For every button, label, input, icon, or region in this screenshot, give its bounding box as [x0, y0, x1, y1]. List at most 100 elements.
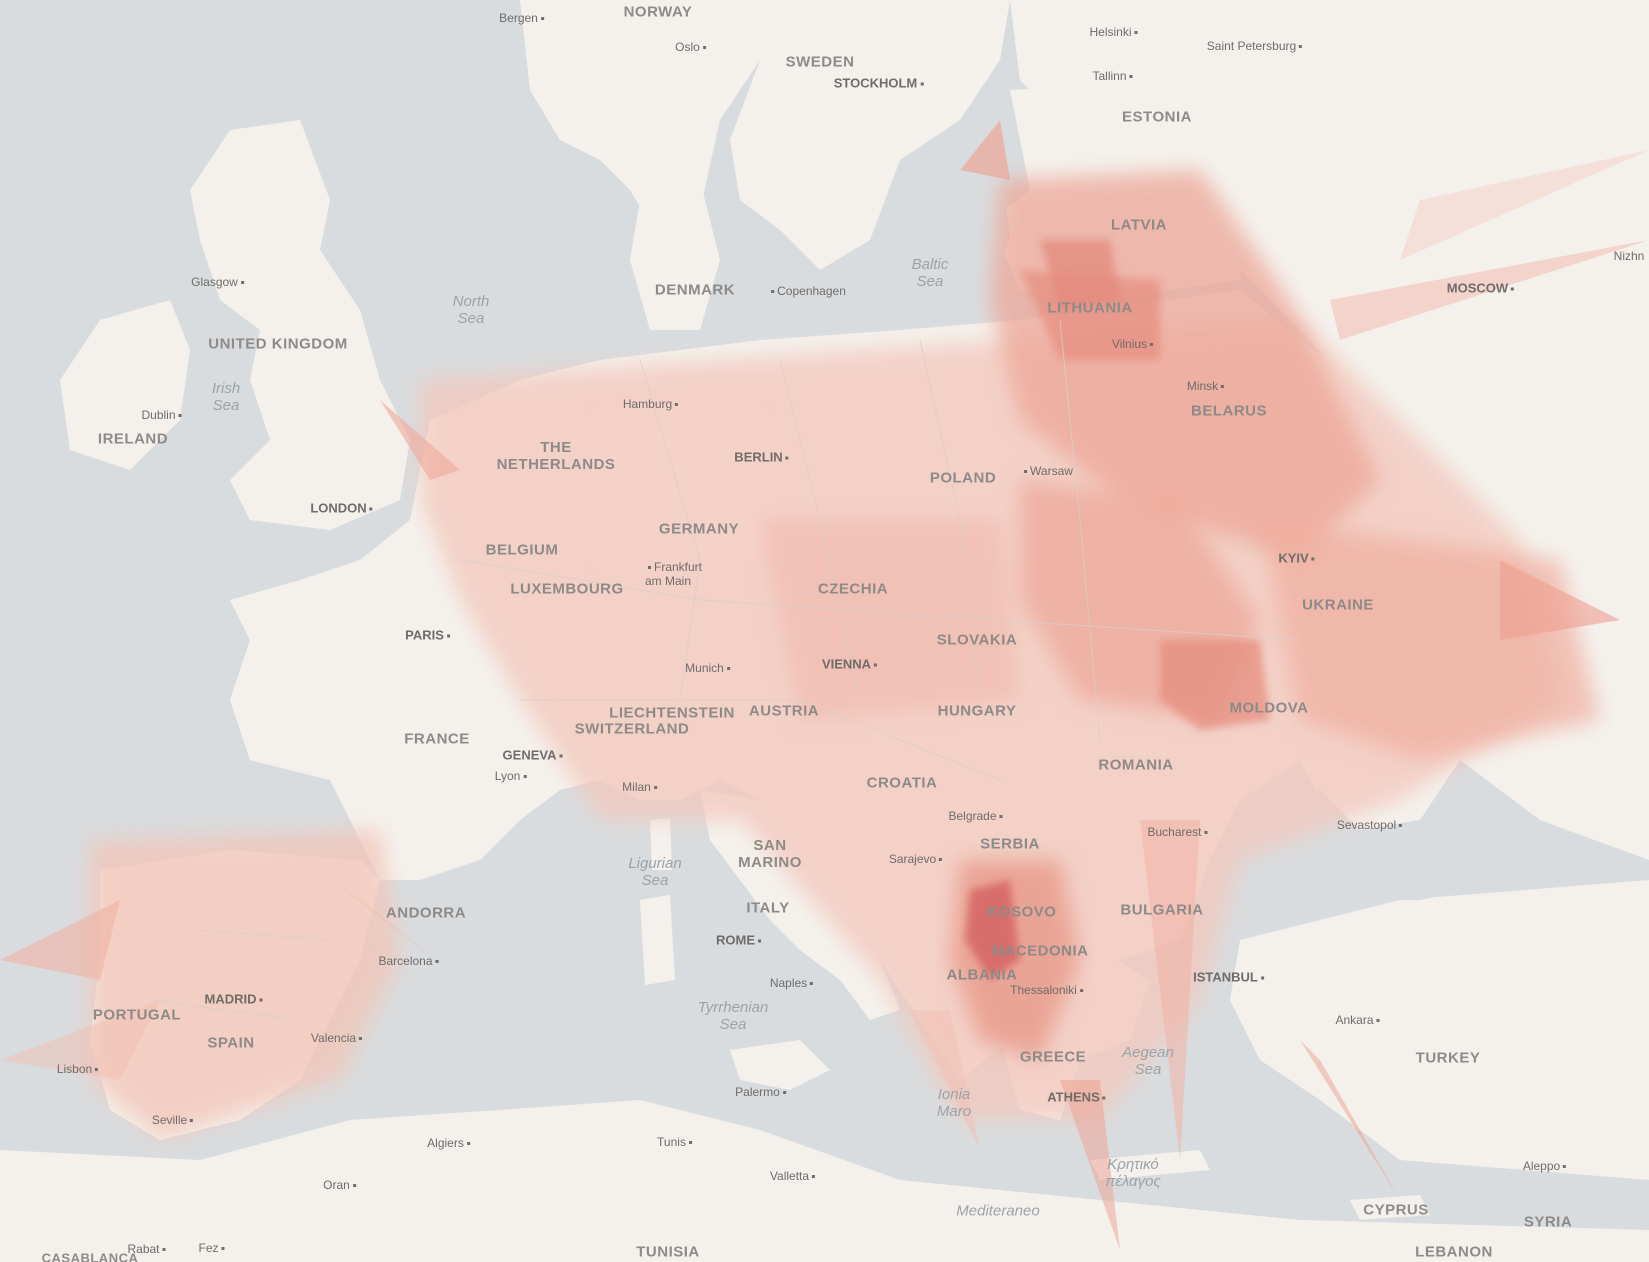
- label-rabat: Rabat: [127, 1242, 168, 1256]
- label-kyiv: KYIV: [1278, 551, 1317, 566]
- label-hungary: HUNGARY: [937, 702, 1017, 720]
- label-nizhn: Nizhn: [1613, 249, 1645, 263]
- label-mediteraneo: Mediteraneo: [956, 1202, 1040, 1220]
- label-lyon: Lyon: [495, 769, 530, 783]
- label-liechtenstein: LIECHTENSTEIN: [609, 704, 735, 722]
- label-sevastopol: Sevastopol: [1337, 818, 1405, 832]
- label-bergen: Bergen: [499, 11, 547, 25]
- label-kritiko-pelagos: Κρητικό πέλαγος: [1105, 1156, 1161, 1190]
- label-syria: SYRIA: [1523, 1213, 1573, 1231]
- label-belarus: BELARUS: [1190, 402, 1268, 420]
- label-lisbon: Lisbon: [57, 1062, 101, 1076]
- label-san-marino: SAN MARINO: [738, 837, 802, 871]
- label-united-kingdom: UNITED KINGDOM: [208, 335, 348, 353]
- label-ankara: Ankara: [1335, 1013, 1382, 1027]
- label-ireland: IRELAND: [97, 430, 169, 448]
- label-norway: NORWAY: [623, 3, 693, 21]
- label-milan: Milan: [622, 780, 660, 794]
- label-czechia: CZECHIA: [817, 580, 889, 598]
- label-london: LONDON: [310, 501, 375, 516]
- label-paris: PARIS: [405, 628, 453, 643]
- label-barcelona: Barcelona: [378, 954, 441, 968]
- label-geneva: GENEVA: [503, 748, 566, 763]
- label-belgrade: Belgrade: [948, 809, 1005, 823]
- label-palermo: Palermo: [735, 1085, 789, 1099]
- label-lebanon: LEBANON: [1415, 1243, 1493, 1261]
- label-denmark: DENMARK: [654, 281, 736, 299]
- label-bucharest: Bucharest: [1147, 825, 1210, 839]
- label-ligurian-sea: Ligurian Sea: [628, 855, 682, 889]
- label-saint-petersburg: Saint Petersburg: [1207, 39, 1305, 53]
- label-warsaw: Warsaw: [1021, 464, 1073, 478]
- label-hamburg: Hamburg: [623, 397, 681, 411]
- label-istanbul: ISTANBUL: [1193, 970, 1267, 985]
- label-ionia-maro: Ionia Maro: [936, 1086, 972, 1120]
- label-macedonia: MACEDONIA: [991, 942, 1089, 960]
- label-moldova: MOLDOVA: [1229, 699, 1309, 717]
- label-tunis: Tunis: [657, 1135, 695, 1149]
- label-thessaloniki: Thessaloniki: [1010, 983, 1086, 997]
- label-tallinn: Tallinn: [1092, 69, 1135, 83]
- label-stockholm: STOCKHOLM: [834, 76, 927, 91]
- label-belgium: BELGIUM: [485, 541, 559, 559]
- label-glasgow: Glasgow: [191, 275, 247, 289]
- label-copenhagen: Copenhagen: [768, 284, 846, 298]
- label-kosovo: KOSOVO: [987, 903, 1057, 921]
- label-algiers: Algiers: [427, 1136, 473, 1150]
- label-slovakia: SLOVAKIA: [936, 631, 1018, 649]
- label-switzerland: SWITZERLAND: [574, 720, 690, 738]
- label-estonia: ESTONIA: [1122, 108, 1192, 126]
- label-casablanca: CASABLANCA: [41, 1250, 139, 1262]
- label-north-sea: North Sea: [452, 293, 490, 327]
- label-portugal: PORTUGAL: [92, 1006, 182, 1024]
- label-athens: ATHENS: [1047, 1090, 1108, 1105]
- label-aleppo: Aleppo: [1523, 1159, 1569, 1173]
- label-vilnius: Vilnius: [1112, 337, 1156, 351]
- label-oslo: Oslo: [675, 40, 709, 54]
- label-tyrrhenian-sea: Tyrrhenian Sea: [697, 999, 769, 1033]
- label-madrid: MADRID: [205, 992, 266, 1007]
- label-poland: POLAND: [929, 469, 997, 487]
- label-aegean-sea: Aegean Sea: [1122, 1044, 1174, 1078]
- label-dublin: Dublin: [141, 408, 184, 422]
- label-netherlands: THE NETHERLANDS: [496, 439, 616, 473]
- label-croatia: CROATIA: [866, 774, 938, 792]
- label-tunisia: TUNISIA: [636, 1243, 700, 1261]
- label-sarajevo: Sarajevo: [889, 852, 945, 866]
- label-rome: ROME: [716, 933, 764, 948]
- label-andorra: ANDORRA: [385, 904, 467, 922]
- label-seville: Seville: [152, 1113, 196, 1127]
- label-oran: Oran: [323, 1178, 359, 1192]
- label-irish-sea: Irish Sea: [211, 380, 241, 414]
- label-valencia: Valencia: [311, 1031, 365, 1045]
- label-latvia: LATVIA: [1110, 216, 1168, 234]
- label-greece: GREECE: [1019, 1048, 1087, 1066]
- border-lines: [149, 319, 1301, 1021]
- label-moscow: MOSCOW: [1447, 281, 1517, 296]
- label-munich: Munich: [685, 661, 733, 675]
- label-romania: ROMANIA: [1098, 756, 1174, 774]
- label-valletta: Valletta: [770, 1169, 818, 1183]
- label-italy: ITALY: [746, 899, 790, 917]
- label-berlin: BERLIN: [734, 450, 791, 465]
- label-naples: Naples: [770, 976, 816, 990]
- label-helsinki: Helsinki: [1089, 25, 1140, 39]
- label-albania: ALBANIA: [946, 966, 1018, 984]
- label-frankfurt: Frankfurt am Main: [645, 560, 703, 588]
- label-cyprus: CYPRUS: [1363, 1201, 1429, 1219]
- label-baltic-sea: Baltic Sea: [911, 256, 949, 290]
- label-austria: AUSTRIA: [748, 702, 820, 720]
- label-ukraine: UKRAINE: [1302, 596, 1374, 614]
- label-serbia: SERBIA: [980, 835, 1040, 853]
- choropleth-layer: [0, 120, 1649, 1250]
- label-spain: SPAIN: [207, 1034, 255, 1052]
- label-fez: Fez: [198, 1241, 227, 1255]
- label-france: FRANCE: [404, 730, 470, 748]
- label-bulgaria: BULGARIA: [1120, 901, 1204, 919]
- label-lithuania: LITHUANIA: [1047, 299, 1133, 317]
- label-sweden: SWEDEN: [785, 53, 855, 71]
- label-luxembourg: LUXEMBOURG: [510, 580, 624, 598]
- label-minsk: Minsk: [1187, 379, 1227, 393]
